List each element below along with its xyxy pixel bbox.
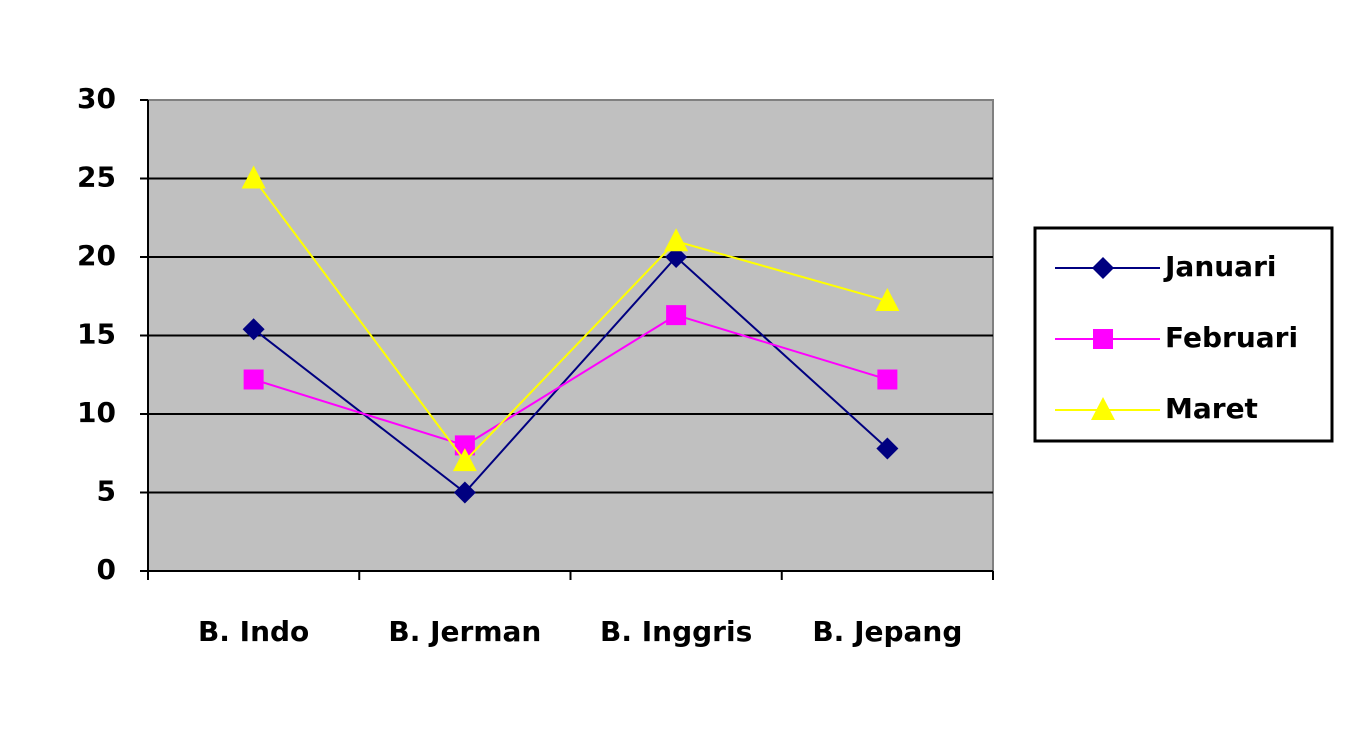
- data-point: [664, 228, 689, 252]
- data-point: [666, 305, 687, 326]
- legend-marker: [1092, 257, 1114, 279]
- data-point: [241, 165, 266, 189]
- legend-label: Januari: [1163, 250, 1276, 283]
- data-point: [454, 435, 475, 456]
- data-point: [875, 287, 900, 311]
- series-line: [253, 314, 888, 447]
- y-tick-label: 0: [97, 553, 116, 586]
- data-point: [877, 369, 898, 390]
- data-point: [452, 448, 477, 472]
- y-tick-label: 5: [97, 475, 116, 508]
- y-tick-label: 30: [77, 82, 116, 115]
- legend-marker: [1093, 329, 1113, 349]
- x-tick-label: B. Jerman: [388, 615, 541, 648]
- series-line: [253, 255, 889, 494]
- y-tick-label: 25: [77, 161, 116, 194]
- data-point: [243, 369, 264, 390]
- y-tick-label: 10: [77, 396, 116, 429]
- legend-label: Februari: [1165, 321, 1298, 354]
- x-tick-label: B. Jepang: [812, 615, 962, 648]
- legend-label: Maret: [1165, 392, 1258, 425]
- y-tick-label: 20: [77, 239, 116, 272]
- legend-marker: [1091, 397, 1115, 420]
- data-point: [876, 437, 899, 460]
- y-tick-label: 15: [77, 318, 116, 351]
- data-point: [242, 318, 265, 341]
- x-tick-label: B. Inggris: [600, 615, 752, 648]
- series-line: [252, 177, 888, 463]
- data-point: [665, 246, 688, 268]
- x-tick-label: B. Indo: [198, 615, 309, 648]
- legend-box: [1033, 226, 1334, 443]
- data-point: [453, 481, 476, 504]
